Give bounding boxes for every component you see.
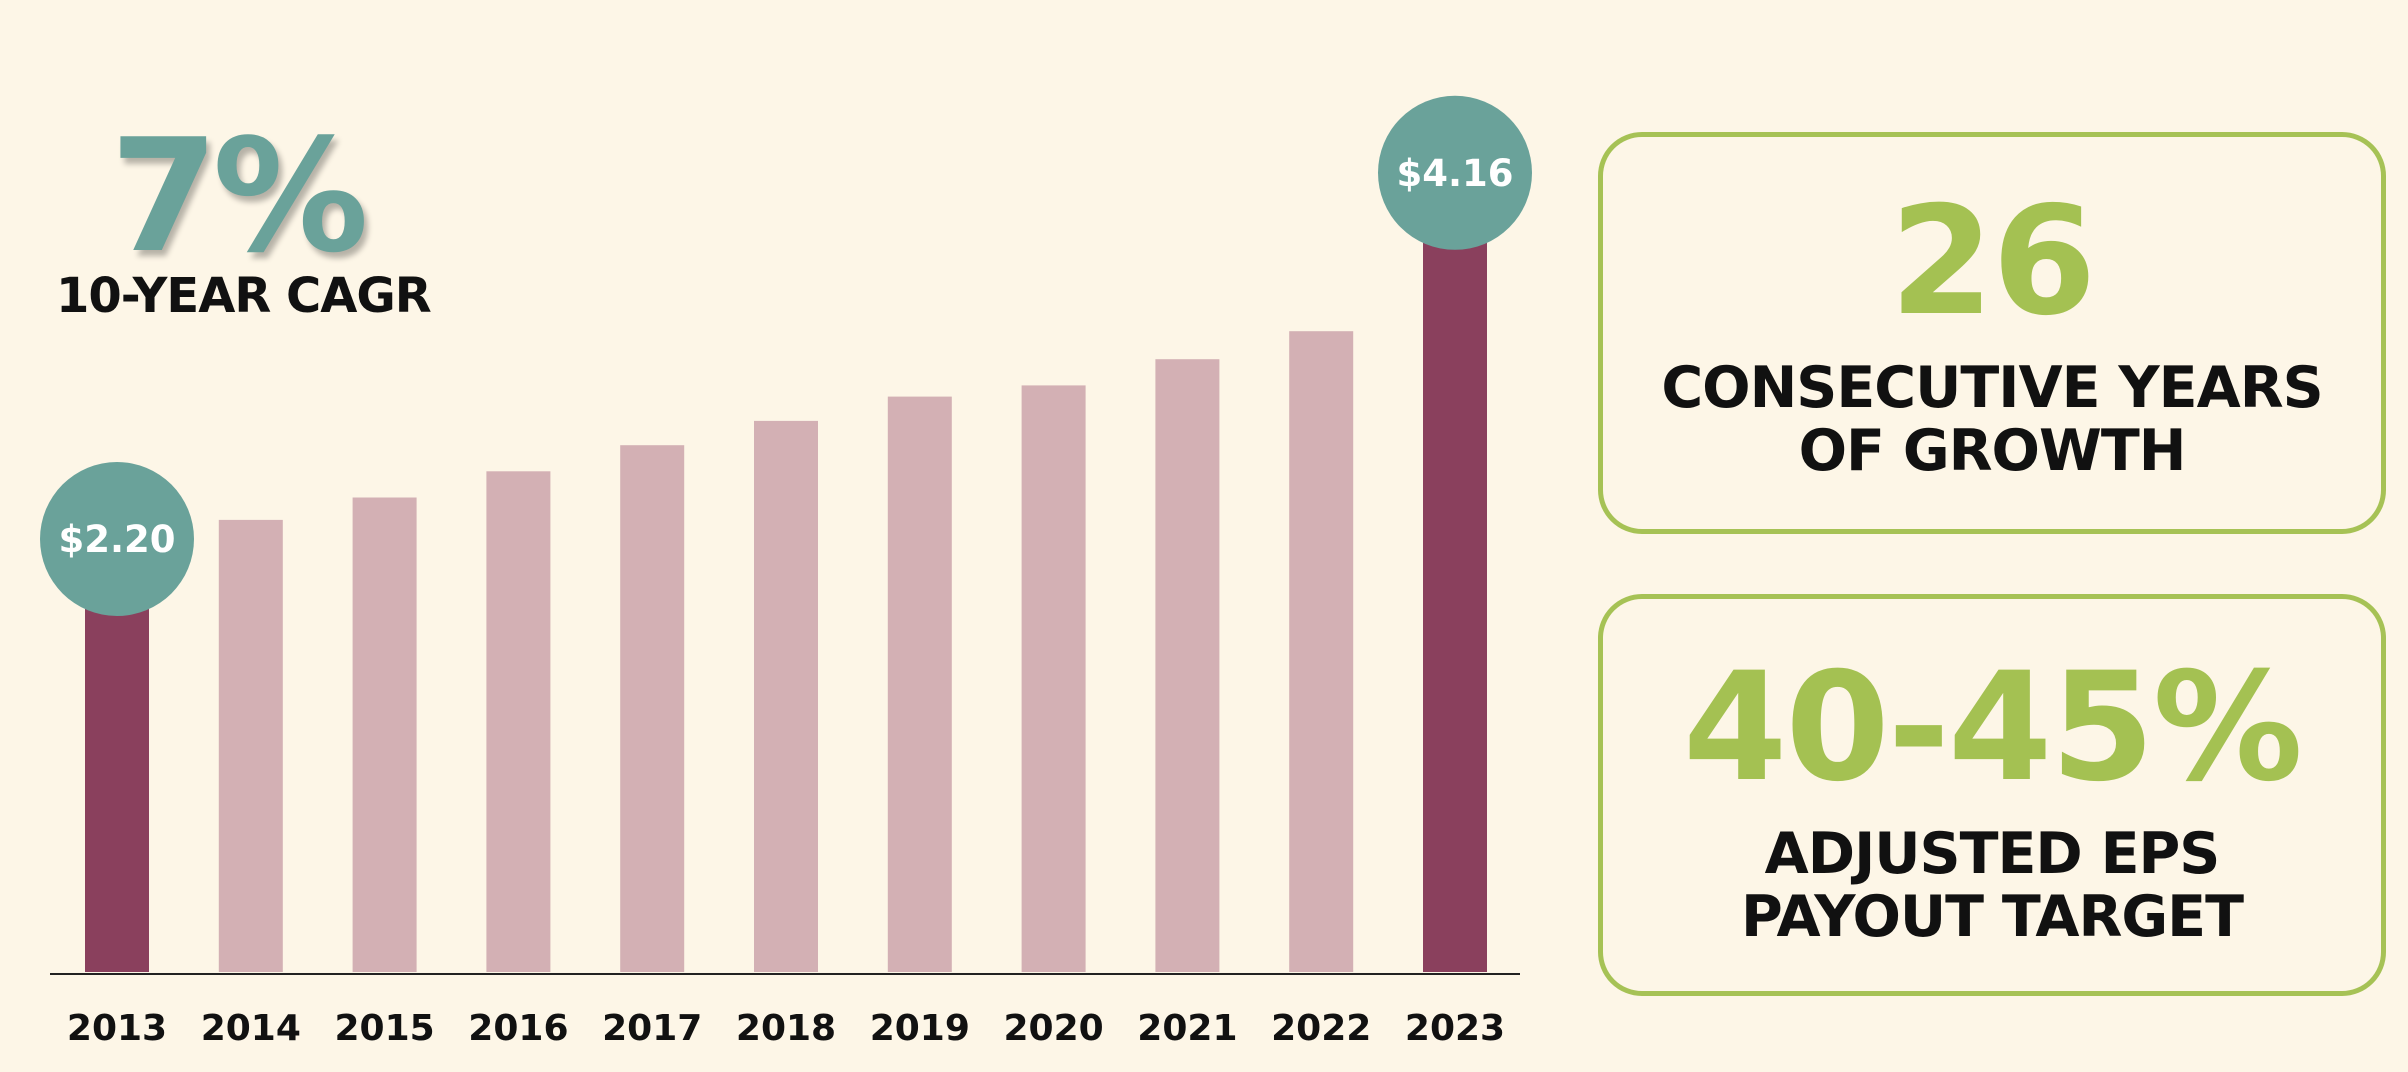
stat-label-payout: ADJUSTED EPS PAYOUT TARGET [1603,823,2381,948]
bar-2017 [620,445,685,972]
bars-layer [85,194,1487,973]
x-tick-label-2019: 2019 [870,1008,970,1049]
stat-label-years: CONSECUTIVE YEARS OF GROWTH [1603,357,2381,482]
stat-label-line: CONSECUTIVE YEARS [1661,355,2323,421]
data-label-2023: $4.16 [1396,152,1513,195]
bar-2015 [352,497,417,972]
stat-label-line: PAYOUT TARGET [1741,883,2244,950]
bar-2013 [85,561,149,972]
cagr-value: 7% [110,105,369,287]
bar-2019 [887,396,952,973]
x-tick-label-2022: 2022 [1271,1008,1371,1049]
value-bubble-2013 [40,462,194,616]
x-tick-label-2021: 2021 [1137,1008,1237,1049]
x-tick-label-2018: 2018 [736,1008,836,1049]
x-tick-label-2020: 2020 [1003,1008,1103,1049]
stat-value-payout: 40-45% [1682,641,2303,815]
bar-2021 [1155,359,1220,972]
data-label-2013: $2.20 [58,518,175,561]
stat-box-consecutive-years: 26 CONSECUTIVE YEARS OF GROWTH [1598,132,2386,534]
bar-2023 [1423,194,1487,973]
bar-2014 [218,519,283,972]
cagr-label: 10-YEAR CAGR [56,268,432,324]
x-tick-label-2015: 2015 [334,1008,434,1049]
bar-2018 [754,420,818,972]
value-bubbles: $2.20 $4.16 [40,95,1532,616]
bar-2020 [1021,385,1086,972]
x-tick-label-2016: 2016 [468,1008,568,1049]
x-tick-label-2017: 2017 [602,1008,702,1049]
bar-2022 [1289,331,1354,972]
stat-value-years: 26 [1889,175,2097,349]
x-tick-label-2013: 2013 [67,1008,167,1049]
stat-label-line: OF GROWTH [1798,417,2187,484]
stat-label-line: ADJUSTED EPS [1764,821,2221,887]
dividend-bar-chart: 2013 2014 2015 2016 2017 2018 2019 2020 2021 2022… [40,95,1532,1049]
stat-box-payout-target: 40-45% ADJUSTED EPS PAYOUT TARGET [1598,594,2386,996]
bar-2016 [486,471,551,972]
value-bubble-2023 [1378,95,1532,250]
x-tick-label-2014: 2014 [201,1008,301,1049]
x-tick-label-2023: 2023 [1405,1008,1505,1049]
x-axis-labels: 2013 2014 2015 2016 2017 2018 2019 2020 2021 2022… [67,1008,1505,1049]
